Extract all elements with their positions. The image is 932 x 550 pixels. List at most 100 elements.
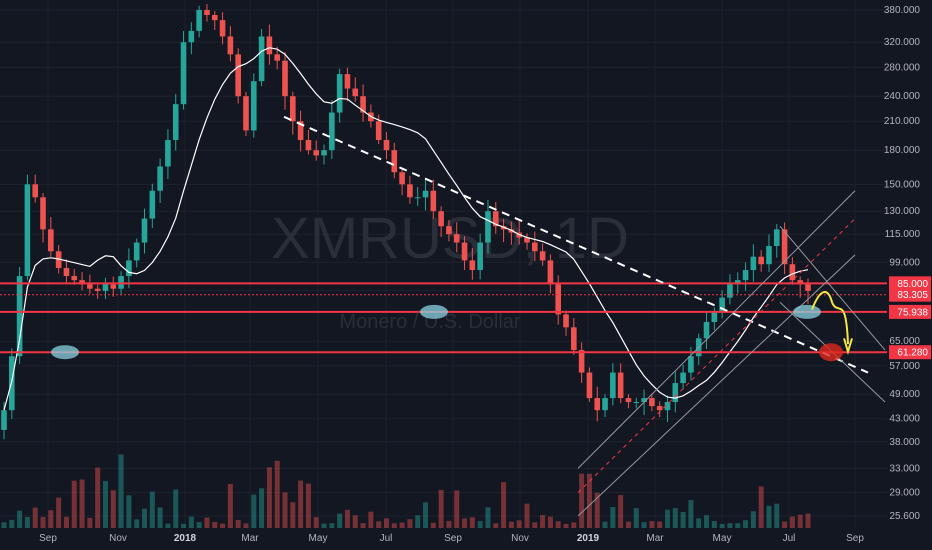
candle-body [469, 260, 476, 271]
candle-body [360, 96, 366, 113]
volume-bar [282, 492, 288, 528]
volume-bar [563, 523, 569, 528]
volume-bar [227, 483, 233, 528]
candle-body [211, 15, 218, 21]
time-tick-label: May [309, 533, 328, 544]
watermark-description: Monero / U.S. Dollar [339, 311, 521, 333]
volume-bar [664, 509, 670, 528]
volume-bar [142, 508, 148, 528]
volume-bar [63, 516, 69, 528]
candle-body [789, 264, 796, 281]
descending-channel-upper [779, 225, 886, 351]
candle-body [633, 402, 640, 404]
volume-bar [391, 523, 397, 528]
candle-body [344, 74, 351, 89]
time-tick-label: Nov [109, 533, 127, 544]
volume-bar [220, 523, 226, 528]
price-tick-label: 65.000 [889, 336, 920, 347]
volume-bar [711, 520, 717, 528]
candle-body [391, 150, 398, 173]
volume-bar [407, 519, 413, 528]
volume-bar [313, 517, 319, 528]
ascending-channel-upper [577, 190, 856, 469]
watermark-symbol: XMRUSD, 1D [271, 206, 629, 271]
moving-average-line [3, 47, 809, 411]
volume-bar [501, 482, 507, 528]
time-tick-label: Sep [444, 533, 462, 544]
price-tick-label: 43.000 [889, 414, 920, 425]
candle-body [742, 270, 749, 281]
volume-bar [579, 473, 585, 528]
candle-body [672, 383, 679, 403]
red-ellipse-target [819, 343, 843, 362]
candle-body [625, 398, 632, 403]
volume-bar [173, 489, 179, 528]
volume-bar [797, 514, 803, 528]
cyan-ellipse-marker [420, 304, 448, 319]
volume-bar [71, 480, 77, 528]
candle-body [63, 268, 70, 277]
volume-bar [196, 522, 202, 528]
candle-body [688, 356, 694, 373]
candle-body [165, 140, 171, 167]
volume-bar [17, 510, 23, 528]
volume-bar [329, 523, 335, 528]
volume-bar [165, 523, 171, 528]
candle-body [227, 36, 234, 55]
volume-bar [87, 517, 93, 528]
candle-body [492, 211, 499, 227]
volume-bar [1, 522, 7, 528]
candle-body [40, 197, 46, 230]
candle-body [79, 280, 85, 285]
candle-body [719, 297, 725, 312]
volume-bar [649, 521, 655, 528]
volume-bar [696, 518, 702, 528]
volume-bar [204, 517, 210, 528]
volume-bar [110, 490, 116, 528]
volume-bar [719, 523, 725, 528]
volume-bar [750, 511, 756, 528]
time-tick-label: 2018 [174, 533, 197, 544]
price-tick-label: 320.000 [884, 37, 921, 48]
candle-body [297, 121, 304, 141]
volume-bar [555, 521, 561, 528]
candle-body [430, 190, 437, 212]
volume-bar [782, 521, 788, 528]
projection-path [811, 291, 849, 345]
volume-bar [9, 519, 15, 528]
volume-bar [571, 522, 577, 528]
volume-bar [181, 523, 187, 528]
time-tick-label: Jul [783, 533, 796, 544]
candle-body [172, 104, 179, 141]
candle-body [141, 218, 148, 243]
volume-bar [235, 519, 241, 528]
candle-body [321, 150, 327, 156]
volume-bar [625, 521, 631, 528]
candle-body [235, 54, 241, 97]
volume-bar [298, 480, 304, 528]
volume-bar [188, 516, 194, 528]
volume-bar [149, 491, 155, 528]
volume-bar [360, 523, 366, 528]
volume-bar [157, 507, 163, 528]
volume-bar [586, 473, 592, 528]
candle-body [422, 190, 429, 198]
time-tick-label: Mar [241, 533, 259, 544]
candle-body [797, 280, 803, 285]
volume-bar [430, 522, 436, 528]
volume-bar [633, 508, 639, 528]
volume-bar [493, 523, 499, 528]
volume-bar [305, 483, 311, 528]
volume-bar [641, 522, 647, 528]
volume-bar [508, 521, 514, 528]
volume-bar [657, 521, 663, 528]
level-label: 83.305 [897, 290, 928, 301]
volume-bar [438, 489, 444, 528]
candle-body [414, 197, 421, 199]
candle-body [329, 112, 335, 151]
volume-bar [485, 507, 491, 528]
level-label-bg [889, 304, 931, 319]
candle-body [453, 234, 460, 243]
